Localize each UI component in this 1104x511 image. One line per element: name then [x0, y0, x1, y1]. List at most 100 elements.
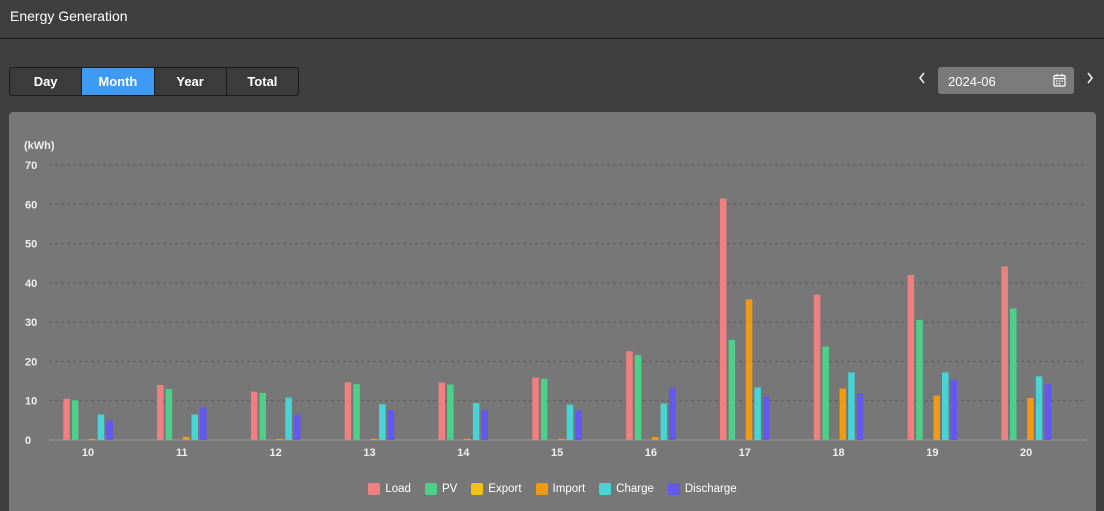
bar-pv-12[interactable]	[259, 392, 267, 440]
bar-discharge-15[interactable]	[575, 410, 582, 441]
x-tick-label: 18	[832, 447, 844, 459]
bar-pv-13[interactable]	[353, 384, 360, 440]
bar-discharge-10[interactable]	[106, 420, 113, 440]
x-tick-label: 17	[739, 447, 751, 459]
bar-import-12[interactable]	[276, 438, 284, 440]
bar-discharge-17[interactable]	[763, 396, 770, 440]
chart-legend: Load PV Export Import Charge Discharge	[9, 483, 1096, 495]
legend-item-pv[interactable]: PV	[424, 483, 458, 495]
legend-item-load[interactable]: Load	[368, 483, 411, 495]
bar-discharge-13[interactable]	[387, 410, 395, 440]
y-tick-label: 40	[25, 278, 37, 290]
legend-label: Discharge	[684, 483, 737, 495]
bar-import-11[interactable]	[182, 436, 190, 440]
bar-discharge-16[interactable]	[669, 387, 676, 441]
bar-discharge-14[interactable]	[481, 409, 489, 441]
bar-import-14[interactable]	[464, 438, 471, 440]
legend-item-import[interactable]: Import	[535, 483, 586, 495]
energy-bar-chart: (kWh) 0 10 20 30 40 50 60 70 10 11 12 13 14 15 16 17 18…	[24, 140, 1087, 459]
bar-load-20[interactable]	[1001, 266, 1008, 440]
x-tick-label: 11	[176, 447, 188, 459]
bar-pv-10[interactable]	[71, 400, 79, 440]
x-tick-label: 13	[363, 447, 375, 459]
bar-pv-19[interactable]	[916, 319, 923, 440]
bar-import-17[interactable]	[745, 299, 753, 440]
bar-discharge-20[interactable]	[1044, 384, 1051, 440]
bar-discharge-11[interactable]	[200, 407, 207, 440]
y-tick-label: 50	[25, 239, 37, 251]
period-tabs: Day Month Year Total	[9, 67, 299, 96]
bar-charge-13[interactable]	[379, 404, 386, 441]
y-tick-label: 0	[25, 435, 31, 447]
x-tick-label: 20	[1020, 447, 1032, 459]
bar-pv-17[interactable]	[728, 339, 736, 440]
bar-pv-14[interactable]	[447, 384, 454, 440]
bar-load-17[interactable]	[720, 198, 727, 440]
bar-import-16[interactable]	[652, 436, 659, 440]
bar-import-20[interactable]	[1027, 398, 1034, 440]
bar-load-10[interactable]	[63, 398, 70, 441]
legend-item-charge[interactable]: Charge	[599, 483, 654, 495]
legend-swatch	[599, 483, 612, 495]
bar-load-18[interactable]	[813, 294, 821, 440]
chevron-left-icon[interactable]	[917, 70, 927, 88]
bar-import-15[interactable]	[558, 438, 565, 440]
x-tick-label: 14	[457, 447, 470, 459]
y-tick-label: 10	[25, 396, 37, 408]
bar-discharge-18[interactable]	[856, 393, 864, 441]
bar-charge-17[interactable]	[754, 387, 761, 440]
x-tick-label: 19	[926, 447, 938, 459]
bar-charge-14[interactable]	[472, 403, 480, 440]
legend-label: PV	[441, 483, 458, 495]
page-title: Energy Generation	[10, 8, 128, 24]
legend-label: Export	[488, 483, 522, 495]
bar-load-11[interactable]	[157, 385, 164, 440]
y-tick-label: 60	[25, 199, 37, 211]
y-tick-label: 70	[25, 160, 37, 172]
tab-year[interactable]: Year	[155, 68, 227, 95]
bar-import-10[interactable]	[89, 438, 96, 440]
bar-import-19[interactable]	[933, 395, 940, 440]
bar-charge-20[interactable]	[1035, 376, 1043, 440]
bar-load-14[interactable]	[438, 382, 446, 440]
date-picker[interactable]: 2024-06	[938, 67, 1074, 94]
legend-item-export[interactable]: Export	[471, 483, 522, 495]
chevron-right-icon[interactable]	[1085, 70, 1095, 88]
legend-item-discharge[interactable]: Discharge	[667, 483, 737, 495]
bar-charge-10[interactable]	[97, 414, 105, 441]
chart-panel: (kWh) 0 10 20 30 40 50 60 70 10 11 12 13 14 15 16 17 18…	[9, 112, 1096, 511]
bar-pv-16[interactable]	[634, 355, 642, 440]
calendar-icon[interactable]	[1053, 73, 1066, 92]
bar-charge-15[interactable]	[566, 404, 574, 440]
legend-label: Load	[385, 483, 411, 495]
bar-load-13[interactable]	[344, 382, 352, 441]
bar-load-15[interactable]	[532, 377, 539, 441]
bar-import-13[interactable]	[370, 438, 378, 440]
tab-day[interactable]: Day	[10, 68, 83, 95]
bar-charge-11[interactable]	[191, 414, 199, 441]
legend-swatch	[667, 483, 680, 495]
bar-charge-12[interactable]	[285, 397, 292, 440]
bar-load-12[interactable]	[250, 391, 258, 440]
bar-charge-19[interactable]	[942, 372, 949, 440]
bar-charge-16[interactable]	[660, 403, 668, 441]
bar-load-19[interactable]	[907, 275, 915, 440]
y-axis-label: (kWh)	[24, 140, 55, 152]
bar-charge-18[interactable]	[848, 372, 855, 440]
legend-label: Charge	[616, 483, 654, 495]
bar-discharge-19[interactable]	[950, 379, 958, 440]
legend-swatch	[535, 483, 548, 495]
bar-pv-11[interactable]	[165, 388, 173, 440]
bar-import-18[interactable]	[839, 388, 847, 441]
bar-pv-20[interactable]	[1010, 308, 1017, 440]
bar-pv-18[interactable]	[822, 346, 829, 441]
y-tick-label: 20	[25, 356, 37, 368]
header-bar: Energy Generation	[0, 0, 1104, 39]
tab-month[interactable]: Month	[82, 68, 155, 95]
bar-pv-15[interactable]	[540, 378, 548, 440]
bar-load-16[interactable]	[626, 351, 633, 440]
tab-total[interactable]: Total	[247, 74, 278, 89]
bar-discharge-12[interactable]	[293, 414, 301, 441]
legend-label: Import	[552, 483, 586, 495]
legend-swatch	[368, 483, 381, 495]
